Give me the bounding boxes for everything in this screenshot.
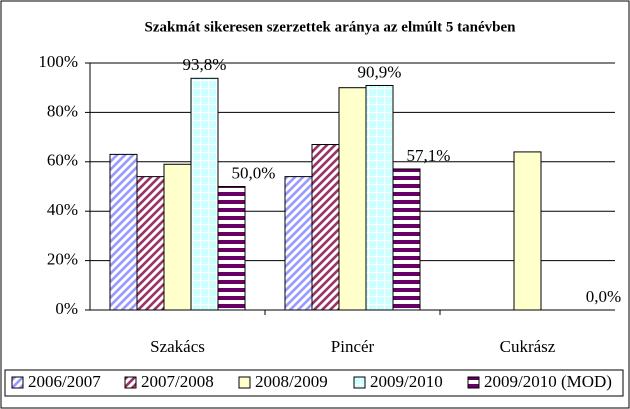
legend-label: 2007/2008 — [141, 372, 214, 391]
y-tick-label: 0% — [55, 299, 78, 318]
y-tick-label: 20% — [47, 250, 78, 269]
y-tick-label: 80% — [47, 101, 78, 120]
bar — [338, 87, 367, 311]
bar — [136, 176, 165, 311]
bar — [513, 151, 542, 311]
bar — [109, 153, 138, 311]
legend-swatch — [11, 376, 24, 389]
legend-swatch — [238, 376, 251, 389]
legend-label: 2006/2007 — [28, 372, 101, 391]
data-label: 50,0% — [232, 163, 276, 182]
legend-box — [4, 369, 624, 397]
legend-swatch — [124, 376, 137, 389]
y-tick-label: 100% — [38, 52, 78, 71]
y-tick-label: 40% — [47, 200, 78, 219]
chart-title: Szakmát sikeresen szerzettek aránya az e… — [145, 19, 517, 35]
legend-label: 2009/2010 — [370, 372, 443, 391]
x-tick-label: Szakács — [150, 337, 205, 356]
legend-swatch — [467, 376, 480, 389]
bar — [190, 77, 219, 311]
data-label: 0,0% — [586, 287, 621, 306]
data-label: 57,1% — [407, 146, 451, 165]
bar — [163, 163, 192, 311]
legend-swatch — [353, 376, 366, 389]
legend-label: 2008/2009 — [255, 372, 328, 391]
data-label: 93,8% — [183, 55, 227, 74]
bar — [311, 144, 340, 311]
bar — [365, 84, 394, 311]
data-label: 90,9% — [358, 62, 402, 81]
y-tick-label: 60% — [47, 151, 78, 170]
legend-label: 2009/2010 (MOD) — [484, 372, 612, 391]
bar — [284, 176, 313, 311]
x-tick-label: Cukrász — [500, 337, 556, 356]
x-tick-label: Pincér — [331, 337, 375, 356]
bar — [217, 186, 246, 311]
bar — [392, 168, 421, 311]
